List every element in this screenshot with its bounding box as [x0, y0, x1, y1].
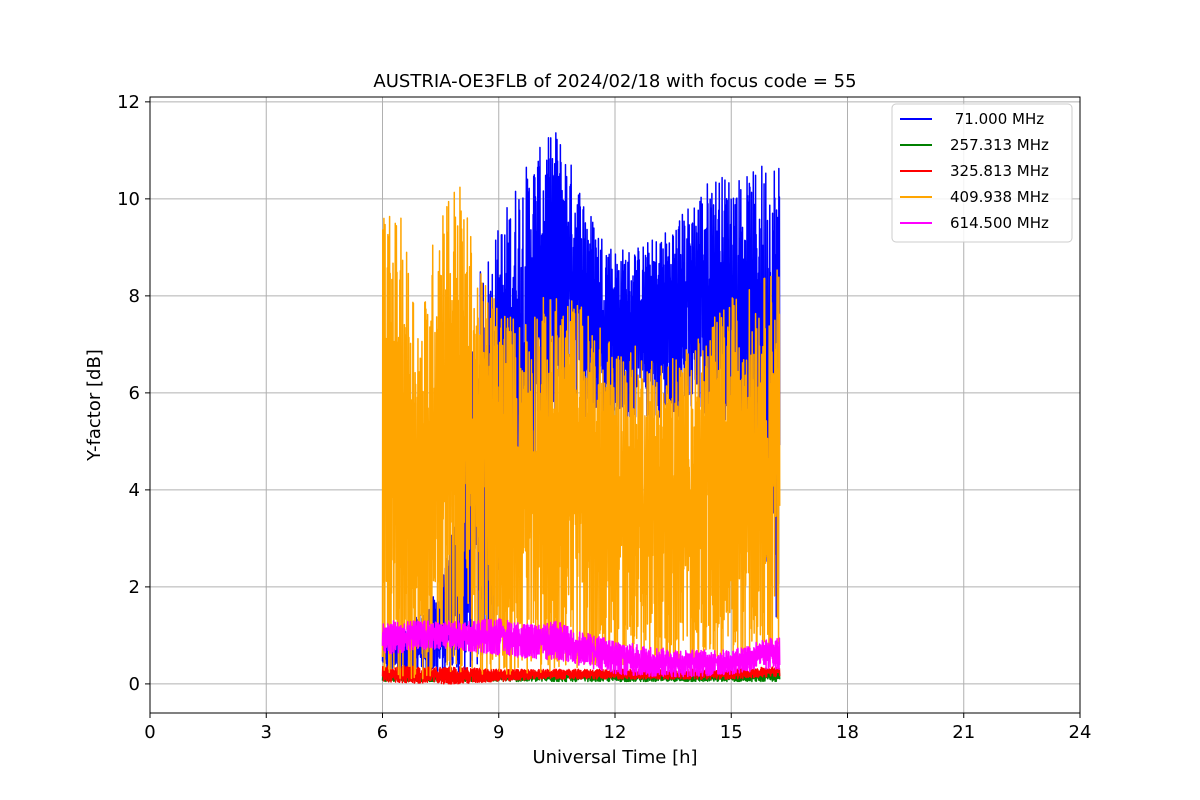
legend-label-257-313-mhz: 257.313 MHz	[950, 136, 1049, 154]
x-tick-label: 6	[377, 722, 388, 743]
legend-label-614-500-mhz: 614.500 MHz	[950, 214, 1049, 232]
y-tick-label: 8	[129, 286, 140, 307]
y-tick-label: 6	[129, 383, 140, 404]
x-tick-label: 21	[952, 722, 975, 743]
y-tick-label: 4	[129, 480, 140, 501]
y-tick-label: 0	[129, 674, 140, 695]
x-tick-label: 12	[604, 722, 627, 743]
plot-data	[381, 132, 781, 685]
x-axis-label: Universal Time [h]	[532, 747, 697, 768]
series-line-614-500-mhz	[381, 618, 781, 678]
legend-label-409-938-mhz: 409.938 MHz	[950, 188, 1049, 206]
x-tick-label: 15	[720, 722, 743, 743]
y-tick-label: 12	[117, 92, 140, 113]
legend: 71.000 MHz 257.313 MHz 325.813 MHz 409.938 …	[891, 103, 1073, 243]
x-tick-label: 0	[144, 722, 155, 743]
chart-title: AUSTRIA-OE3FLB of 2024/02/18 with focus …	[373, 71, 856, 92]
x-tick-label: 18	[836, 722, 859, 743]
x-tick-label: 3	[261, 722, 272, 743]
y-tick-label: 10	[117, 189, 140, 210]
series-line-409-938-mhz	[381, 186, 781, 680]
y-tick-label: 2	[129, 577, 140, 598]
legend-box	[891, 103, 1073, 243]
legend-label-71-000-mhz: 71.000 MHz	[950, 110, 1044, 128]
legend-label-325-813-mhz: 325.813 MHz	[950, 162, 1049, 180]
x-tick-label: 9	[493, 722, 504, 743]
x-tick-label: 24	[1069, 722, 1092, 743]
y-axis-label: Y-factor [dB]	[84, 349, 105, 462]
